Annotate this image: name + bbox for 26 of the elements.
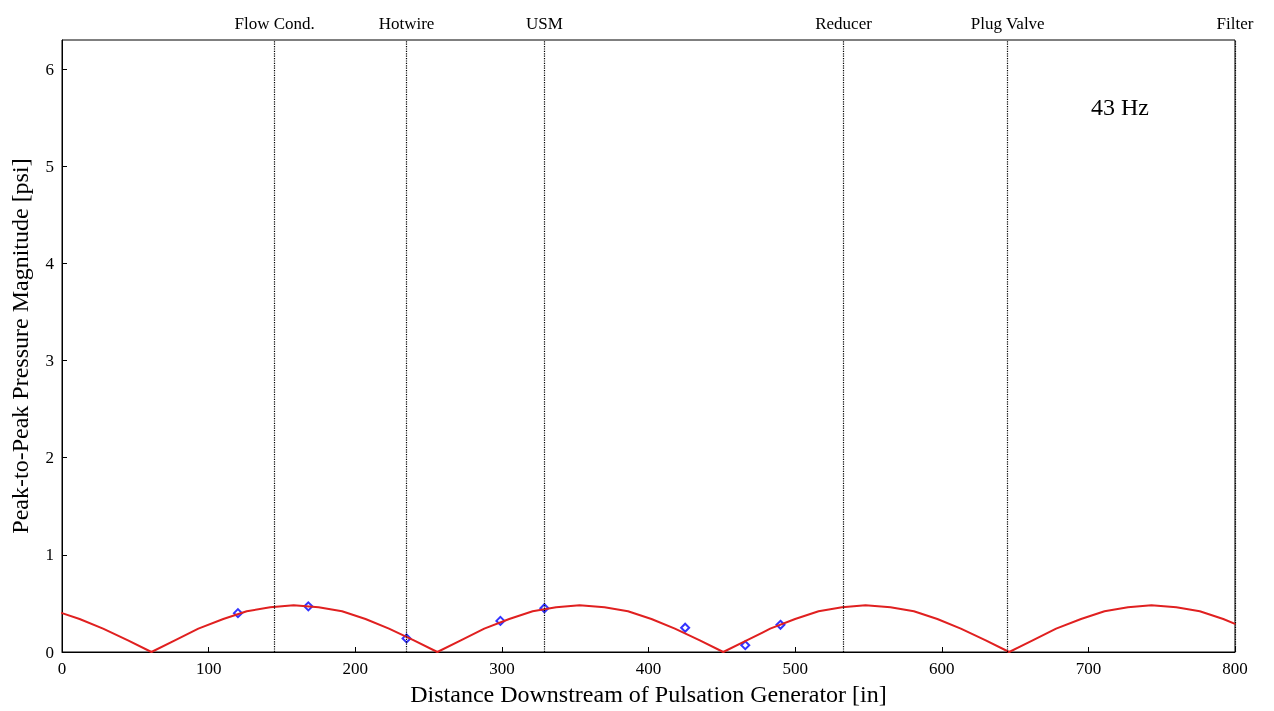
point xyxy=(680,622,691,633)
x-tick-label: 0 xyxy=(57,659,67,678)
y-axis-title: Peak-to-Peak Pressure Magnitude [psi] xyxy=(7,158,33,534)
x-tick-label: 700 xyxy=(1075,659,1102,678)
x-tick-label: 200 xyxy=(342,659,368,678)
ref-line-label: Filter xyxy=(1216,14,1254,33)
x-tick-label: 100 xyxy=(195,659,222,678)
x-tick-label: 400 xyxy=(635,659,662,678)
ref-line-label: Hotwire xyxy=(378,14,435,33)
x-tick-label: 600 xyxy=(929,659,955,678)
y-tick-label: 0 xyxy=(45,642,54,662)
y-tick-label: 6 xyxy=(45,59,54,79)
y-tick-label: 4 xyxy=(45,253,55,273)
x-tick-label: 500 xyxy=(782,659,808,678)
y-tick-label: 5 xyxy=(45,156,54,176)
y-tick-label: 3 xyxy=(45,351,54,371)
ref-line-label: Flow Cond. xyxy=(234,14,315,33)
ref-line-label: USM xyxy=(525,14,563,33)
x-axis-title: Distance Downstream of Pulsation Generator [in] xyxy=(410,680,887,707)
x-tick-label: 800 xyxy=(1222,659,1248,678)
y-tick-label: 1 xyxy=(45,545,54,565)
x-tick-label: 300 xyxy=(489,659,515,678)
y-tick-label: 2 xyxy=(45,448,54,468)
annotation: 43 Hz xyxy=(1091,94,1149,120)
ref-line-label: Plug Valve xyxy=(970,14,1045,33)
ref-line-label: Reducer xyxy=(815,14,873,33)
